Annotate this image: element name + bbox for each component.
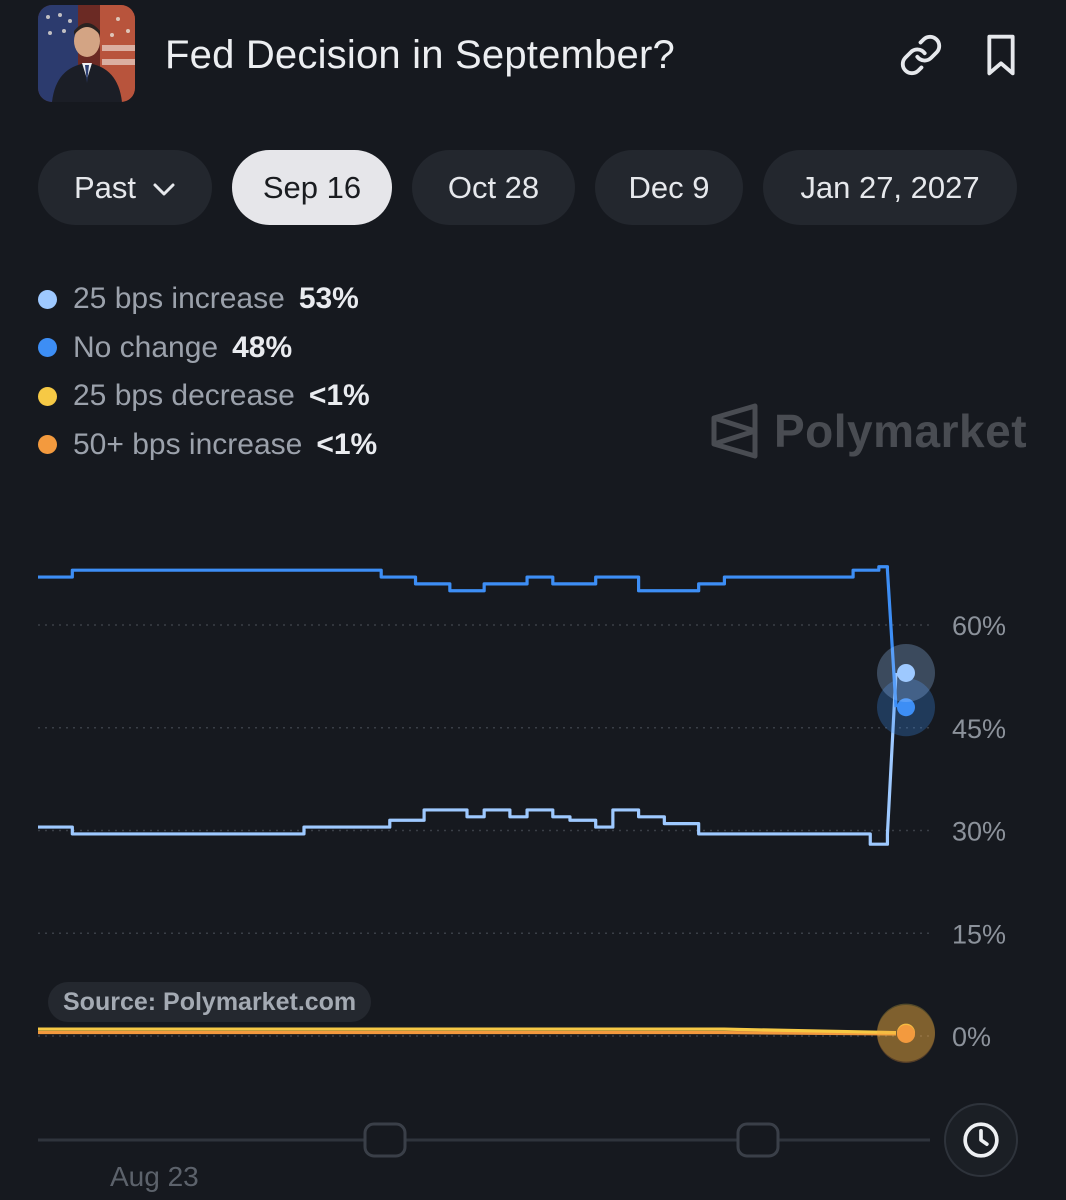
legend-item[interactable]: 50+ bps increase <1% — [38, 421, 377, 470]
range-handle — [363, 1122, 407, 1158]
series-line — [38, 1027, 897, 1035]
series-line — [38, 1030, 897, 1036]
tab-past[interactable]: Past — [38, 150, 212, 225]
y-tick-label: 60% — [952, 611, 1006, 641]
chevron-down-icon — [152, 170, 176, 206]
page-title: Fed Decision in September? — [165, 33, 675, 77]
y-tick-label: 45% — [952, 714, 1006, 744]
bookmark-icon[interactable] — [976, 30, 1026, 80]
y-tick-label: 15% — [952, 919, 1006, 949]
legend-label: 50+ bps increase — [73, 427, 303, 461]
date-tabs: Past Sep 16 Oct 28 Dec 9 Jan 27, 2027 — [0, 150, 1066, 226]
legend-label: No change — [73, 330, 219, 364]
source-badge: Source: Polymarket.com — [48, 982, 372, 1022]
y-tick-label: 30% — [952, 817, 1006, 847]
end-point — [897, 663, 915, 682]
tab-sep-16[interactable]: Sep 16 — [232, 150, 392, 225]
tab-label: Oct 28 — [447, 169, 540, 205]
y-tick-label: 0% — [952, 1022, 991, 1052]
legend-item[interactable]: No change 48% — [38, 324, 377, 373]
polymarket-watermark: Polymarket — [708, 402, 1027, 460]
end-point — [897, 1024, 915, 1043]
clock-icon — [963, 1122, 999, 1158]
series-line — [38, 565, 898, 708]
tab-jan-27-2027[interactable]: Jan 27, 2027 — [763, 150, 1017, 225]
chart-legend: 25 bps increase 53% No change 48% 25 bps… — [38, 275, 377, 469]
legend-dot — [38, 289, 57, 309]
header: Fed Decision in September? — [0, 0, 1066, 120]
end-point — [897, 698, 915, 717]
legend-label: 25 bps increase — [73, 282, 285, 316]
link-icon[interactable] — [896, 30, 946, 80]
watermark-text: Polymarket — [774, 405, 1028, 457]
x-tick-label: Aug 23 — [110, 1161, 199, 1192]
tab-dec-9[interactable]: Dec 9 — [595, 150, 743, 225]
history-button[interactable] — [944, 1103, 1018, 1177]
legend-item[interactable]: 25 bps increase 53% — [38, 275, 377, 324]
legend-value: 53% — [298, 282, 359, 316]
legend-dot — [38, 386, 57, 406]
legend-dot — [38, 435, 57, 455]
legend-value: 48% — [232, 330, 293, 364]
legend-dot — [38, 338, 57, 358]
avatar — [38, 5, 135, 102]
series-line — [38, 672, 898, 846]
tab-label: Dec 9 — [628, 169, 710, 205]
legend-value: <1% — [316, 427, 378, 461]
legend-value: <1% — [308, 379, 370, 413]
legend-item[interactable]: 25 bps decrease <1% — [38, 372, 377, 421]
tab-label: Past — [73, 169, 137, 205]
tab-oct-28[interactable]: Oct 28 — [412, 150, 575, 225]
avatar-photo — [38, 5, 135, 102]
tab-label: Sep 16 — [262, 169, 362, 205]
polymarket-logo-icon — [711, 403, 758, 459]
range-handle — [736, 1122, 780, 1158]
tab-label: Jan 27, 2027 — [800, 169, 980, 205]
legend-label: 25 bps decrease — [73, 379, 295, 413]
